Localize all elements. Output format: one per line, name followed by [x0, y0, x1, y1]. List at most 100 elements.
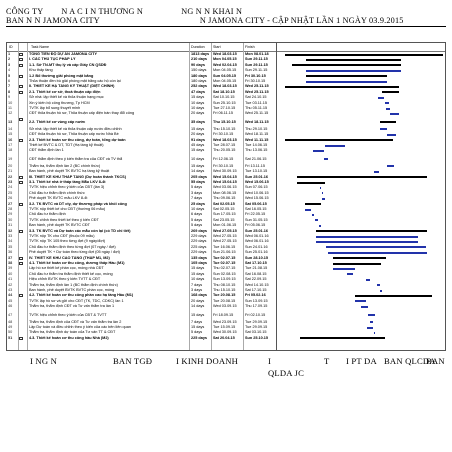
table-row[interactable]: 15 CĐT thỏa thuận hồ sơ, Thỏa thuận cấp n…	[7, 132, 445, 137]
gantt-task-bar[interactable]	[311, 214, 315, 216]
gantt-task-bar[interactable]	[332, 268, 356, 270]
gantt-task-bar[interactable]	[319, 187, 322, 189]
gantt-task-bar[interactable]	[324, 144, 345, 147]
table-row[interactable]: 18 CĐT thẩm định lần 1 15 days Thu 20.05.15…	[7, 148, 445, 153]
table-row[interactable]: 14 Sở nhà: lập thiết kế và thỏa thuận cấp…	[7, 127, 445, 132]
gantt-summary-bar[interactable]	[332, 262, 382, 265]
table-row[interactable]: 4 Khu thấp tầng 150 days Mon 04.05.15 Sun 29…	[7, 68, 445, 73]
gantt-task-bar[interactable]	[373, 332, 376, 334]
gantt-task-bar[interactable]	[387, 133, 396, 136]
table-row[interactable]: 35 Chủ đầu tư thẩm định theo từng đợt (07…	[7, 245, 445, 250]
gantt-task-bar[interactable]	[373, 170, 380, 173]
gantt-task-bar[interactable]	[323, 157, 328, 160]
gantt-summary-bar[interactable]	[291, 64, 401, 67]
gantt-summary-bar[interactable]	[306, 75, 388, 78]
table-row[interactable]: 22 III. THIẾT KẾ KHU THẤP TẦNG (Dự hoàn t…	[7, 175, 445, 180]
gantt-task-bar[interactable]	[305, 208, 312, 211]
table-row[interactable]: 9 Sở nhà: lập thiết kế và thỏa thuận hạng…	[7, 95, 445, 100]
table-row[interactable]: 50 Thẩm tra, thẩm định dự toán của Tư vấn…	[7, 330, 445, 335]
table-row[interactable]: 21 Ban hành, phê duyệt TK BVTC hạ tầng kỹ…	[7, 169, 445, 174]
table-row[interactable]: 7 II. THIẾT KẾ HẠ TẦNG KỸ THUẬT (DIỆT CHỈ…	[7, 84, 445, 89]
gantt-summary-bar[interactable]	[284, 139, 393, 142]
table-row[interactable]: 45 TVTK lập hồ sơ và gửi cho CĐT (TK, TDC…	[7, 299, 445, 304]
gantt-summary-bar[interactable]	[284, 53, 443, 56]
gantt-task-bar[interactable]	[377, 284, 380, 287]
gantt-task-bar[interactable]	[370, 321, 374, 324]
table-row[interactable]: 42 Thẩm tra, thẩm định lần 1 (BC thẩm địn…	[7, 283, 445, 288]
gantt-task-bar[interactable]	[322, 197, 326, 200]
table-row[interactable]: 43 Ban hành, phê duyệt BVTK BVTC phần cọc…	[7, 288, 445, 293]
gantt-task-bar[interactable]	[316, 235, 419, 238]
table-row[interactable]: 27 3.2. TK BVTC và DT cty, dự thương pháp…	[7, 202, 445, 207]
table-row[interactable]: 39 Lập hồ sơ thiết kế phần cọc, móng nhà …	[7, 266, 445, 271]
gantt-task-bar[interactable]	[321, 192, 324, 195]
table-row[interactable]: 44 4.2. Thiết kế hoàn cơ thu công phần ca…	[7, 293, 445, 298]
table-row[interactable]: 36 Phê duyệt TK + Dự toán theo từng đợt (…	[7, 250, 445, 255]
table-row[interactable]: 19 CĐT thẩm định theo ý kiến thẩm tra của…	[7, 154, 445, 164]
table-row[interactable]: 46 Thẩm tra, thẩm định CĐT và Tư vấn thẩm…	[7, 304, 445, 309]
gantt-task-bar[interactable]	[385, 107, 390, 110]
gantt-task-bar[interactable]	[380, 128, 387, 131]
table-row[interactable]: 16 2.3. Thiết kế hoàn sơ thu công, dự toá…	[7, 138, 445, 143]
gantt-task-bar[interactable]	[390, 113, 399, 115]
gantt-task-bar[interactable]	[361, 305, 368, 308]
gantt-task-bar[interactable]	[327, 251, 427, 254]
table-row[interactable]: 26 Phê duyệt TK BVTC mẫu LKV 8-4t 7 days Th…	[7, 196, 445, 201]
gantt-summary-bar[interactable]	[381, 91, 399, 94]
table-row[interactable]: 8 2.1. Thiết kế cơ sở, thoả thuận cấp điệ…	[7, 90, 445, 95]
table-row[interactable]: 1 TỔNG TIẾN ĐỘ DỰ ÁN JAMONA CITY 1813 days…	[7, 52, 445, 57]
gantt-task-bar[interactable]	[346, 273, 354, 276]
gantt-task-bar[interactable]	[318, 224, 321, 227]
gantt-summary-bar[interactable]	[306, 59, 401, 61]
table-row[interactable]: 34 TVTK nộp TK 105 theo từng đợt (9 ngày/…	[7, 239, 445, 244]
table-row[interactable]: 37 IV. THIẾT KẾ KHU CAO TẦNG (THẤP M1, M2…	[7, 256, 445, 261]
table-row[interactable]: 20 Thẩm tra, thẩm định lần 2 (BC chính th…	[7, 164, 445, 169]
table-row[interactable]: 40 Chủ đầu tư thẩm tra thẩm định thiết kế…	[7, 272, 445, 277]
table-row[interactable]: 24 TVTK hiệu chỉnh theo ý kiến của CĐT (l…	[7, 185, 445, 190]
table-row[interactable]: 38 4.1. Thiết kế hoàn cơ thu công, dương …	[7, 261, 445, 266]
table-row[interactable]: 3 1.1. Sở TN-MT thụ lý và cấp Giấy CN QSD…	[7, 63, 445, 68]
table-row[interactable]: 25 Chủ đầu tư thẩm định chính thức 3 days M…	[7, 191, 445, 196]
table-row[interactable]: 12 CĐT thỏa thuận hồ sơ, Thỏa thuận cấp đ…	[7, 111, 445, 116]
gantt-summary-bar[interactable]	[305, 203, 321, 206]
table-row[interactable]: 5 1.2 Bổ thường giải phóng mặt bằng 180 da…	[7, 74, 445, 79]
table-row[interactable]: 47 TVTK hiệu chỉnh theo ý kiến của CĐT & …	[7, 310, 445, 320]
gantt-summary-bar[interactable]	[332, 257, 387, 260]
gantt-task-bar[interactable]	[306, 69, 401, 72]
table-row[interactable]: 28 TVTK nộp thiết kế cho CĐT (thường 06 m…	[7, 207, 445, 212]
gantt-task-bar[interactable]	[314, 219, 319, 222]
gantt-task-bar[interactable]	[368, 313, 375, 316]
gantt-summary-bar[interactable]	[299, 337, 385, 340]
gantt-task-bar[interactable]	[378, 96, 385, 99]
table-row[interactable]: 30 TVTK chỉnh theo thiết kế theo ý kiến C…	[7, 218, 445, 223]
table-row[interactable]: 13 2.2. Thiết kế cơ vùng cấp nước 35 days T…	[7, 117, 445, 127]
table-row[interactable]: 10 Xin ý kiến bộ công thương, Tp HCM 10 da…	[7, 101, 445, 106]
gantt-task-bar[interactable]	[313, 150, 325, 152]
table-row[interactable]: 17 Thiết kế BVTC & DT, TDT (Hạ tầng kỹ th…	[7, 143, 445, 148]
table-row[interactable]: 6 Thỏa thuận đền bù giải phóng mặt bằng c…	[7, 79, 445, 84]
gantt-summary-bar[interactable]	[284, 86, 399, 88]
gantt-summary-bar[interactable]	[355, 295, 432, 297]
table-row[interactable]: 33 TVTK nộp TK cho CĐT (thuộc 09 mẫu) 229 …	[7, 234, 445, 239]
gantt-task-bar[interactable]	[387, 165, 394, 168]
table-row[interactable]: 49 Lập Dự toán và điều chỉnh theo ý kiến …	[7, 325, 445, 330]
gantt-task-bar[interactable]	[306, 80, 388, 83]
gantt-task-bar[interactable]	[384, 102, 390, 105]
gantt-summary-bar[interactable]	[380, 120, 396, 123]
gantt-task-bar[interactable]	[366, 326, 374, 329]
table-row[interactable]: 32 3.3. TK BVTC và Dự toán các mẫu còn lạ…	[7, 229, 445, 234]
gantt-task-bar[interactable]	[355, 300, 366, 303]
table-row[interactable]: 29 Chủ đầu tư thẩm định 6 days Sun 17.05.15…	[7, 212, 445, 217]
gantt-task-bar[interactable]	[316, 241, 419, 243]
table-row[interactable]: 41 Hiệu chỉnh BVTK theo ý kiến TVTT & CĐT…	[7, 277, 445, 282]
table-row[interactable]: 31 Ban hành, phê duyệt TK BVTC CĐT 5 days M…	[7, 223, 445, 228]
table-row[interactable]: 23 3.1. Thiết kế nhà ở thấp tầng Mẫu LKV …	[7, 180, 445, 185]
gantt-summary-bar[interactable]	[297, 181, 326, 184]
gantt-task-bar[interactable]	[325, 246, 427, 249]
table-row[interactable]: 48 Thẩm tra, thẩm định của CĐT và Tư vấn …	[7, 320, 445, 325]
gantt-task-bar[interactable]	[380, 289, 382, 292]
gantt-summary-bar[interactable]	[297, 176, 427, 179]
table-row[interactable]: 51 4.3. Thiết kế hoàn cơ thu công hầu Nhà…	[7, 336, 445, 341]
table-row[interactable]: 11 TVTK lập bổ sung thuyết minh 10 days Tue…	[7, 106, 445, 111]
table-row[interactable]: 2 I. CÁC THỦ TỤC PHÁP LÝ 210 days Mon 04.05…	[7, 57, 445, 62]
